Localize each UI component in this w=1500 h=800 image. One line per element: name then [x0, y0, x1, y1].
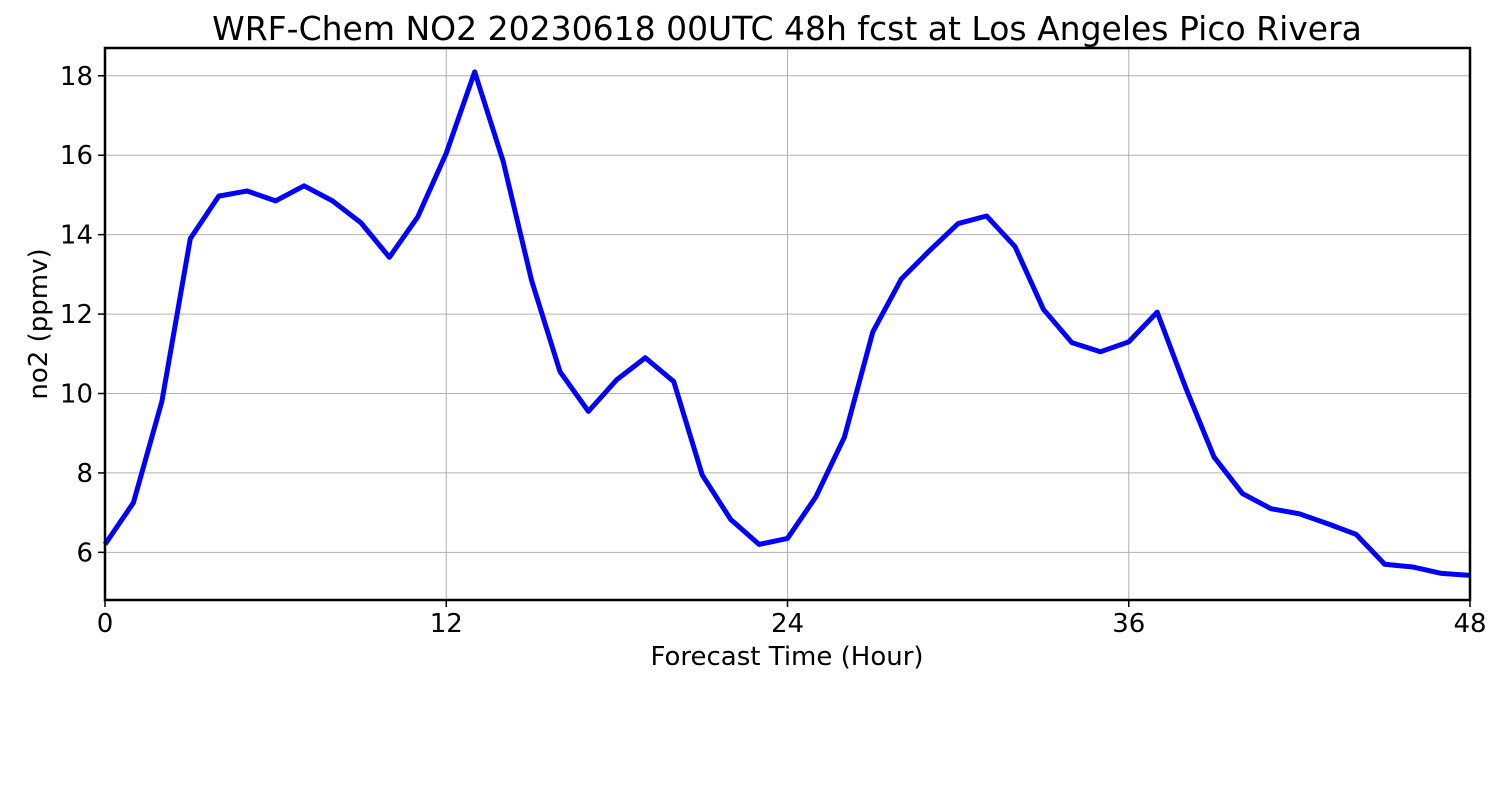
x-axis-label: Forecast Time (Hour): [650, 642, 923, 672]
grid: [104, 48, 1471, 600]
y-tick-label: 6: [76, 538, 93, 568]
x-tick-label: 48: [1453, 609, 1486, 639]
y-tick-label: 18: [60, 62, 93, 92]
y-tick-label: 14: [60, 221, 93, 251]
ticks: 0 12 24 36 48 6 8 10 12 14 16 18: [60, 62, 1487, 639]
y-tick-label: 12: [60, 300, 93, 330]
x-tick-label: 36: [1112, 609, 1145, 639]
series-layer: [102, 69, 1471, 578]
y-tick-label: 8: [76, 459, 93, 489]
y-tick-label: 16: [60, 141, 93, 171]
chart-title: WRF-Chem NO2 20230618 00UTC 48h fcst at …: [212, 9, 1362, 48]
x-tick-label: 24: [771, 609, 804, 639]
x-tick-label: 12: [430, 609, 463, 639]
no2-series-line: [102, 69, 1471, 578]
y-axis-label: no2 (ppmv): [24, 248, 54, 399]
y-tick-label: 10: [60, 379, 93, 409]
x-tick-label: 0: [97, 609, 114, 639]
